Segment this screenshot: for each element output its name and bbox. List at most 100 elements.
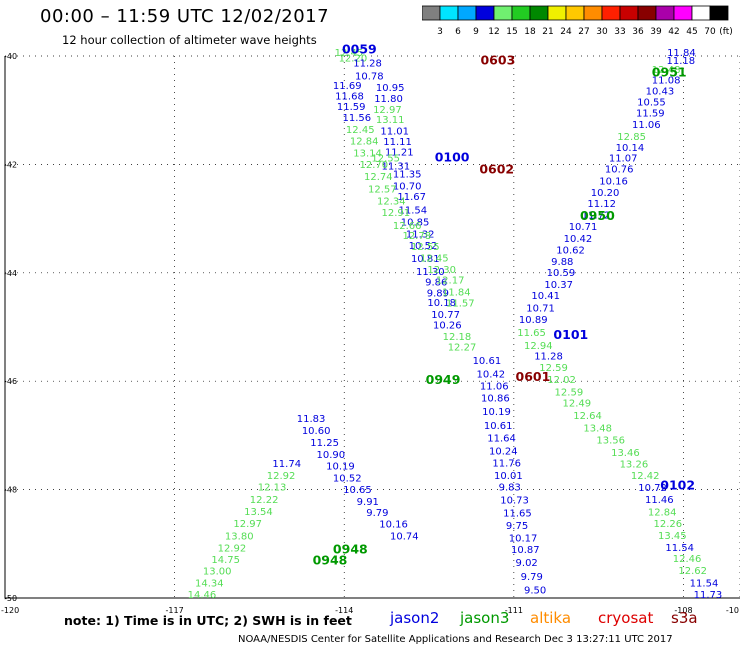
data-point: 12.78	[402, 231, 431, 242]
data-point: 11.65	[517, 328, 546, 339]
data-point: 12.13	[258, 483, 287, 494]
data-point: 12.64	[573, 411, 602, 422]
legend-tick-label: 45	[686, 27, 697, 36]
data-point: 10.43	[646, 86, 675, 97]
data-point: 9.79	[521, 572, 543, 583]
pass-time-label: 0102	[660, 478, 695, 493]
legend-tick-label: 24	[560, 27, 572, 36]
data-point: 12.45	[335, 48, 364, 59]
data-point: 10.16	[599, 176, 628, 187]
legend-swatch	[547, 5, 567, 21]
data-point: 12.92	[218, 543, 247, 554]
pass-time-label: 0948	[313, 552, 348, 567]
data-point: 10.61	[473, 356, 502, 367]
data-point: 10.26	[433, 321, 462, 332]
y-tick-label: -40	[4, 52, 17, 61]
data-point: 13.26	[620, 459, 649, 470]
pass-time-label: 0101	[553, 327, 588, 342]
data-point: 11.80	[374, 94, 403, 105]
data-point: 12.22	[250, 495, 279, 506]
data-point: 10.89	[519, 315, 548, 326]
data-point: 12.84	[648, 508, 677, 519]
data-point: 11.28	[534, 352, 563, 363]
data-point: 12.27	[448, 342, 477, 353]
note-text: note: 1) Time is in UTC; 2) SWH is in fe…	[64, 613, 352, 628]
data-point: 10.42	[564, 234, 593, 245]
data-point: 12.85	[617, 132, 646, 143]
data-point: 11.12	[587, 199, 616, 210]
data-point: 12.26	[653, 519, 682, 530]
pass-time-label: 0059	[342, 41, 377, 56]
legend-tick-label: 15	[506, 27, 517, 36]
data-point: 11.11	[383, 137, 412, 148]
data-point: 13.45	[658, 531, 687, 542]
y-tick-label: -50	[4, 594, 17, 603]
data-point: 10.24	[489, 446, 518, 457]
data-point: 12.30	[427, 265, 456, 276]
legend-swatch	[422, 5, 441, 21]
data-point: 12.46	[673, 554, 702, 565]
data-point: 11.54	[665, 543, 694, 554]
data-point: 10.81	[411, 254, 440, 265]
data-point: 11.65	[503, 509, 532, 520]
data-point: 11.59	[337, 102, 366, 113]
data-point: 9.75	[506, 521, 528, 532]
data-point: 12.18	[443, 332, 472, 343]
data-point: 10.20	[591, 188, 620, 199]
legend-tick-label: 33	[614, 27, 625, 36]
pass-time-label: 0100	[435, 150, 470, 165]
data-point: 10.87	[511, 545, 540, 556]
data-point: 9.02	[516, 558, 538, 569]
data-point: 13.54	[244, 507, 273, 518]
data-point: 13.00	[203, 567, 232, 578]
data-point: 10.71	[526, 303, 555, 314]
legend-unit: (ft)	[719, 27, 733, 36]
legend-swatch	[583, 5, 603, 21]
data-point: 12.48	[652, 65, 681, 76]
data-point: 11.76	[492, 458, 521, 469]
legend-tick-label: 70	[704, 27, 716, 36]
data-point: 10.17	[509, 534, 538, 545]
data-point: 10.59	[547, 268, 576, 279]
legend-tick-label: 21	[542, 27, 553, 36]
y-tick-label: -46	[4, 377, 17, 386]
data-point: 12.55	[411, 242, 440, 253]
data-point: 12.49	[562, 399, 591, 410]
data-point: 11.21	[385, 148, 414, 159]
legend-tick-label: 6	[455, 27, 461, 36]
data-point: 12.20	[339, 53, 368, 64]
data-point: 10.73	[500, 496, 529, 507]
legend-swatch	[511, 5, 531, 21]
data-point: 11.68	[335, 91, 364, 102]
data-point: 9.50	[524, 586, 546, 597]
data-point: 11.31	[382, 161, 411, 172]
legend-swatch	[619, 5, 639, 21]
data-point: 12.45	[346, 125, 375, 136]
data-point: 11.84	[667, 48, 696, 59]
pass-time-label: 0949	[426, 372, 461, 387]
legend-swatch	[439, 5, 459, 21]
legend-swatch	[601, 5, 621, 21]
chart-subtitle: 12 hour collection of altimeter wave hei…	[62, 33, 317, 47]
data-point: 10.55	[637, 97, 666, 108]
data-point: 11.74	[272, 459, 301, 470]
data-point: 11.07	[609, 154, 638, 165]
data-point: 12.74	[364, 172, 393, 183]
data-point: 11.83	[297, 414, 326, 425]
pass-time-label: 0948	[333, 542, 368, 557]
legend-swatch	[673, 5, 693, 21]
data-point: 12.92	[267, 471, 296, 482]
data-point: 12.17	[436, 276, 465, 287]
data-point: 10.18	[427, 298, 456, 309]
data-point: 12.97	[373, 105, 402, 116]
data-point: 11.06	[632, 120, 661, 131]
data-point: 11.35	[393, 169, 422, 180]
data-point: 10.52	[409, 241, 438, 252]
data-point: 12.34	[377, 197, 406, 208]
data-point: 10.41	[531, 291, 560, 302]
data-point: 12.59	[539, 363, 568, 374]
data-point: 11.73	[694, 590, 723, 601]
data-point: 12.42	[631, 471, 660, 482]
pass-time-label: 0950	[580, 208, 615, 223]
